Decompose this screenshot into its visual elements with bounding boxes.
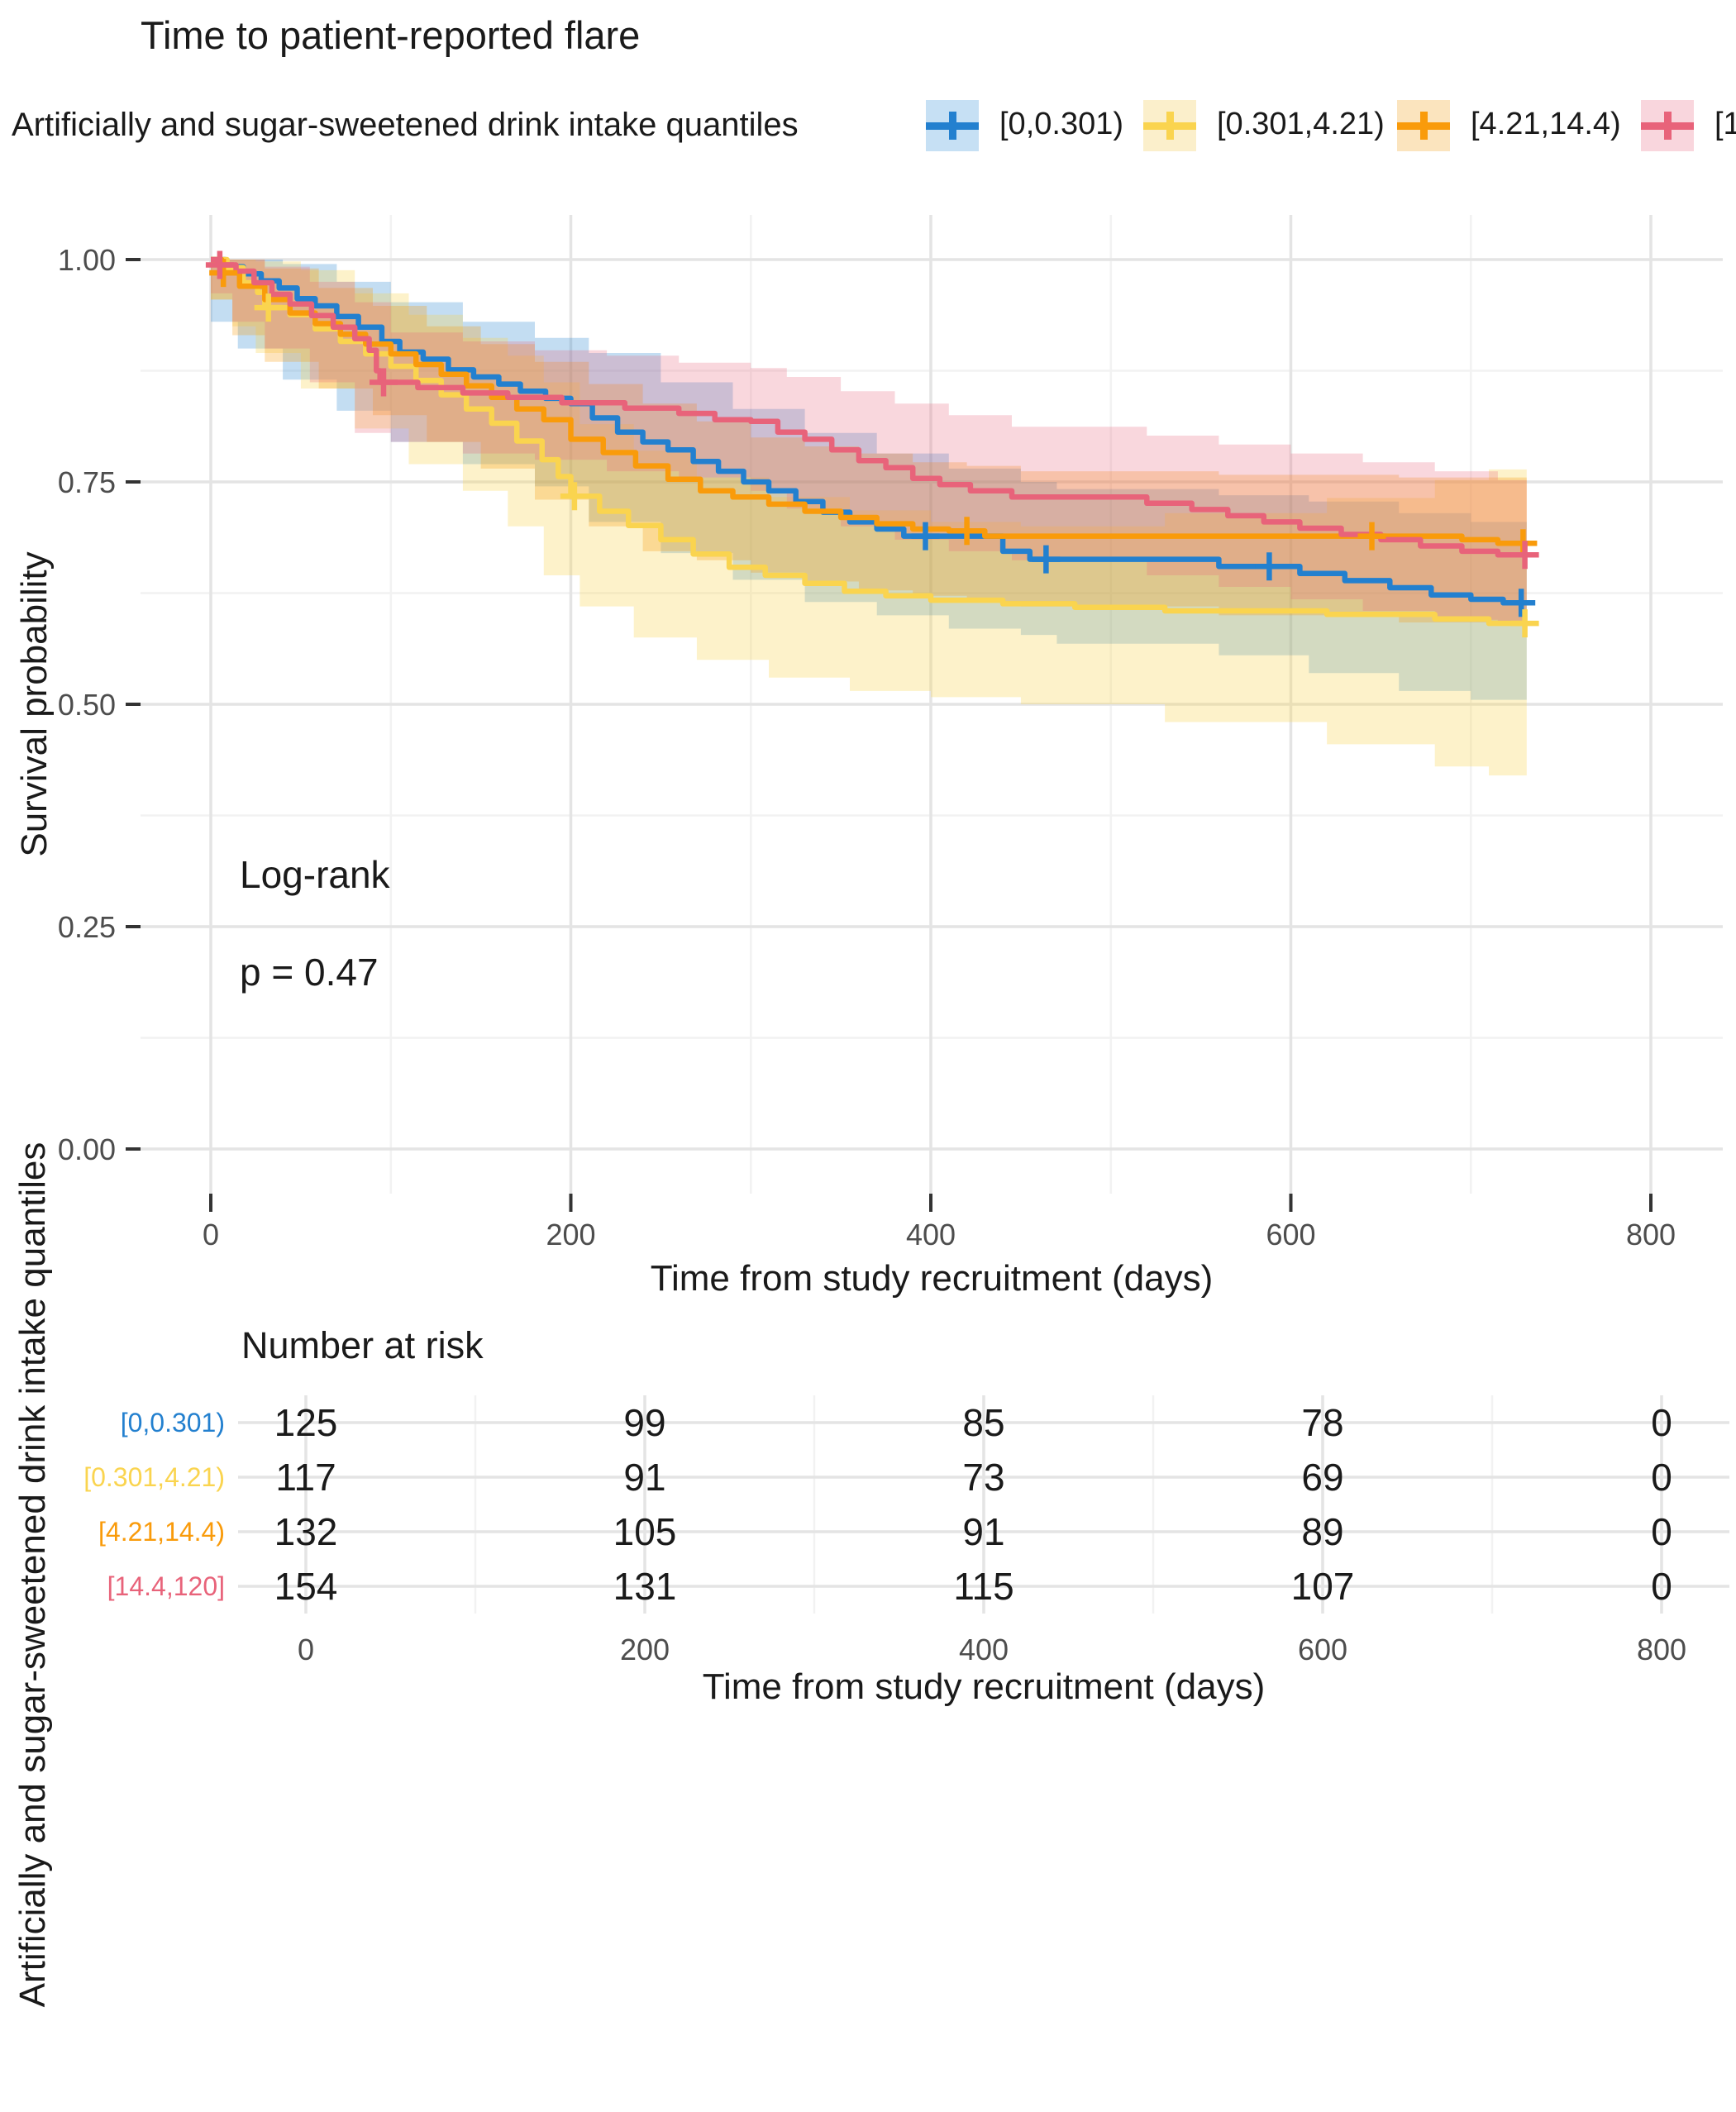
y-axis-title: Survival probability <box>14 551 55 857</box>
legend-item-label: [0.301,4.21) <box>1217 107 1385 141</box>
risk-row-label: [0.301,4.21) <box>83 1462 225 1492</box>
risk-count: 154 <box>274 1565 338 1608</box>
km-curve-0 <box>211 256 1527 606</box>
risk-count: 115 <box>953 1565 1013 1608</box>
risk-table-title: Number at risk <box>241 1324 484 1366</box>
legend-item-label: [0,0.301) <box>999 107 1123 141</box>
legend-key-censor-icon <box>948 112 956 140</box>
legend-key-swatch-0 <box>926 100 979 151</box>
risk-count: 0 <box>1651 1401 1672 1444</box>
risk-count: 85 <box>962 1401 1004 1444</box>
risk-x-tick-label: 600 <box>1298 1633 1347 1666</box>
legend-key-swatch-2 <box>1397 100 1450 151</box>
censor-mark-1 <box>560 482 589 511</box>
legend-key-censor-icon <box>1419 112 1428 140</box>
legend-item-label: [14.4,120] <box>1715 107 1736 141</box>
risk-count: 105 <box>613 1510 677 1553</box>
legend-title: Artificially and sugar-sweetened drink i… <box>12 107 799 143</box>
risk-count: 91 <box>962 1510 1004 1553</box>
legend-key-swatch-1 <box>1143 100 1196 151</box>
risk-x-tick-label: 200 <box>620 1633 670 1666</box>
risk-table-x-axis-title: Time from study recruitment (days) <box>702 1666 1266 1707</box>
censor-mark-0 <box>1255 552 1284 581</box>
ci-ribbon-0 <box>211 260 1527 700</box>
risk-x-tick-label: 800 <box>1637 1633 1686 1666</box>
risk-table-y-axis-label: Artificially and sugar-sweetened drink i… <box>12 1142 53 2008</box>
y-tick-label: 0.75 <box>58 465 116 499</box>
x-tick-label: 600 <box>1266 1218 1315 1251</box>
survival-plot-canvas: 1.00 0.75 0.50 0.25 0.00 0 200 400 600 800 [0,0.30… <box>58 215 1729 1666</box>
risk-count: 107 <box>1291 1565 1355 1608</box>
risk-count: 0 <box>1651 1456 1672 1499</box>
risk-row-label: [4.21,14.4) <box>98 1517 225 1547</box>
legend-key-swatch-3 <box>1641 100 1694 151</box>
y-tick-label: 0.00 <box>58 1132 116 1166</box>
risk-count: 125 <box>274 1401 338 1444</box>
legend-key-censor-icon <box>1663 112 1672 140</box>
risk-count: 0 <box>1651 1565 1672 1608</box>
censor-mark-3 <box>205 250 234 279</box>
x-tick-label: 800 <box>1626 1218 1676 1251</box>
risk-count: 99 <box>623 1401 665 1444</box>
ci-ribbon-2 <box>211 260 1527 622</box>
risk-row-label: [14.4,120] <box>107 1571 225 1601</box>
x-axis-title: Time from study recruitment (days) <box>650 1258 1214 1299</box>
risk-x-tick-label: 400 <box>959 1633 1009 1666</box>
y-tick-label: 1.00 <box>58 243 116 277</box>
risk-count: 91 <box>623 1456 665 1499</box>
risk-count: 69 <box>1301 1456 1343 1499</box>
censor-mark-2 <box>1357 522 1386 551</box>
censor-mark-3 <box>1510 541 1539 570</box>
censor-mark-0 <box>1032 545 1061 574</box>
ci-ribbon-3 <box>211 260 1527 622</box>
censor-mark-2 <box>952 517 981 546</box>
censor-mark-0 <box>1507 589 1536 617</box>
risk-count: 132 <box>274 1510 338 1553</box>
censor-mark-1 <box>254 293 283 322</box>
page: { "chart_data": { "type": "line", "varia… <box>12 13 1736 2008</box>
risk-count: 117 <box>275 1456 336 1499</box>
legend-item-label: [4.21,14.4) <box>1471 107 1621 141</box>
chart-title: Time to patient-reported flare <box>141 13 641 57</box>
x-tick-label: 400 <box>906 1218 956 1251</box>
censor-mark-3 <box>370 368 398 397</box>
km-curve-2 <box>211 256 1527 546</box>
p-value-label: p = 0.47 <box>240 951 379 994</box>
logrank-test-label: Log-rank <box>240 853 390 896</box>
y-tick-label: 0.25 <box>58 910 116 944</box>
censor-mark-1 <box>1510 609 1539 638</box>
censor-mark-0 <box>911 522 940 551</box>
risk-count: 131 <box>613 1565 677 1608</box>
risk-count: 0 <box>1651 1510 1672 1553</box>
x-tick-label: 0 <box>203 1218 219 1251</box>
risk-count: 89 <box>1301 1510 1343 1553</box>
risk-row-label: [0,0.301) <box>121 1408 225 1437</box>
risk-x-tick-label: 0 <box>298 1633 314 1666</box>
risk-count: 73 <box>962 1456 1004 1499</box>
legend-key-censor-icon <box>1166 112 1174 140</box>
km-curve-3 <box>211 256 1527 558</box>
risk-count: 78 <box>1301 1401 1343 1444</box>
y-tick-label: 0.50 <box>58 688 116 722</box>
x-tick-label: 200 <box>546 1218 595 1251</box>
